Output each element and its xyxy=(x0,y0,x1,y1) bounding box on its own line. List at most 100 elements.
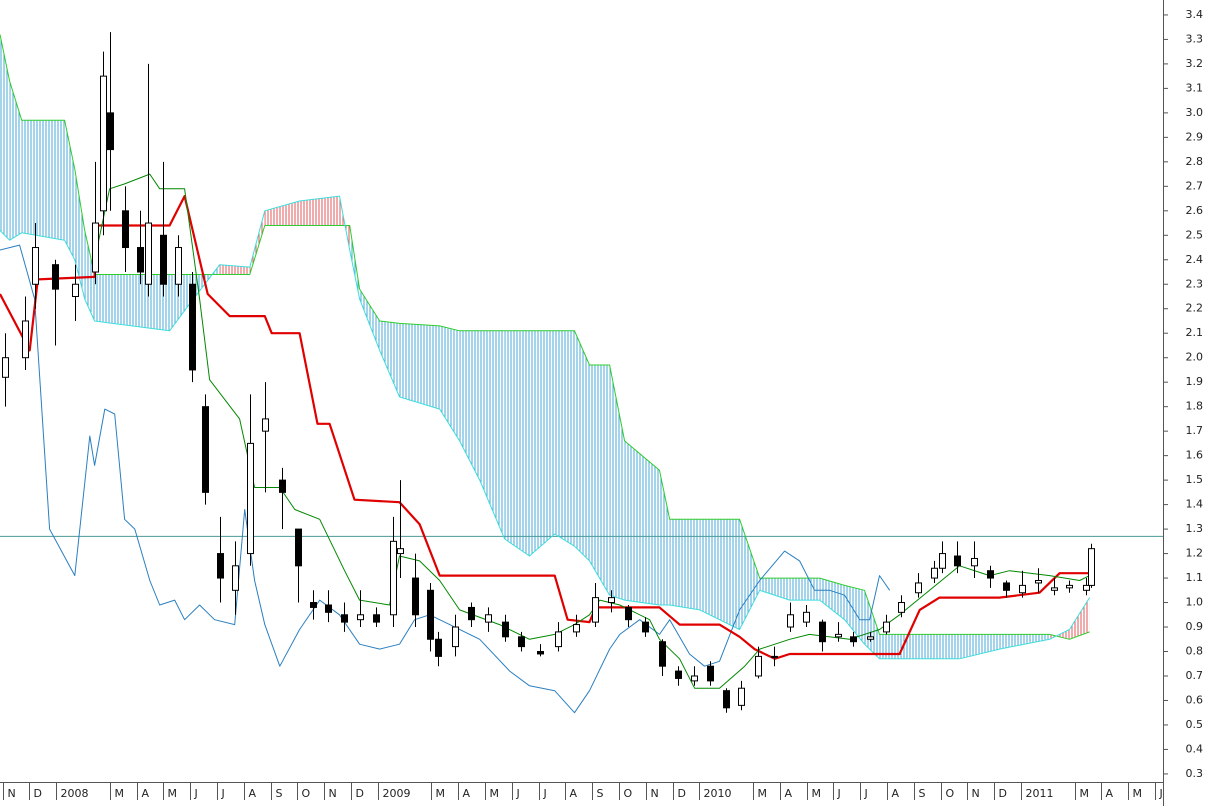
cloud-segment xyxy=(299,196,340,226)
candle-body xyxy=(295,528,302,567)
cloud-segment xyxy=(504,330,530,557)
x-tick-label: D xyxy=(356,787,364,800)
candle-body xyxy=(675,670,682,679)
cloud-segment xyxy=(999,634,1050,650)
x-tick-label: J xyxy=(1159,787,1163,800)
candle-body xyxy=(435,638,442,657)
candle-body xyxy=(202,406,209,493)
y-tick-label: 1.0 xyxy=(1186,596,1204,609)
candle-body xyxy=(867,636,874,640)
x-tick-label: M xyxy=(490,787,500,800)
candle-body xyxy=(931,567,938,579)
candle-body xyxy=(189,283,196,371)
x-tick-label: M xyxy=(758,787,768,800)
candle-body xyxy=(771,655,778,658)
x-tick-label: M xyxy=(1133,787,1143,800)
candle-body xyxy=(787,614,794,628)
cloud-segment xyxy=(379,320,400,397)
cloud-segment xyxy=(74,169,85,299)
candle-body xyxy=(232,565,239,591)
candle-body xyxy=(145,222,152,285)
candle-body xyxy=(468,606,475,621)
candle-body xyxy=(850,636,857,643)
cloud-segment xyxy=(879,634,960,659)
candle-body xyxy=(92,222,99,273)
candle-body xyxy=(160,234,167,285)
candle-body xyxy=(971,557,978,567)
cloud-segment xyxy=(589,365,610,596)
candle-body xyxy=(835,633,842,638)
y-tick-label: 0.6 xyxy=(1186,693,1204,706)
x-tick-label: J xyxy=(221,787,225,800)
y-tick-label: 2.9 xyxy=(1186,130,1204,143)
x-tick-label: 2010 xyxy=(704,787,732,800)
x-tick-label: 2011 xyxy=(1026,787,1054,800)
y-tick-label: 0.8 xyxy=(1186,645,1204,658)
candle-body xyxy=(755,655,762,677)
x-tick-label: D xyxy=(678,787,686,800)
x-tick-label: N xyxy=(651,787,659,800)
y-tick-label: 2.3 xyxy=(1186,277,1204,290)
x-tick-label: J xyxy=(543,787,547,800)
candle-body xyxy=(107,112,114,151)
candle-body xyxy=(803,611,810,623)
x-tick-label: M xyxy=(1080,787,1090,800)
candle-body xyxy=(310,602,317,608)
candle-body xyxy=(122,210,129,249)
cloud-segment xyxy=(819,578,845,620)
y-tick-label: 2.7 xyxy=(1186,179,1204,192)
x-tick-label: 2008 xyxy=(61,787,89,800)
x-tick-label: O xyxy=(946,787,955,800)
x-tick-label: J xyxy=(864,787,868,800)
candle-body xyxy=(1003,582,1010,591)
candle-body xyxy=(341,614,348,623)
y-tick-label: 2.4 xyxy=(1186,253,1204,266)
x-tick-label: N xyxy=(972,787,980,800)
cloud-segment xyxy=(554,330,575,547)
x-tick-label: M xyxy=(115,787,125,800)
x-tick-label: D xyxy=(999,787,1007,800)
y-tick-label: 0.5 xyxy=(1186,718,1204,731)
candle-body xyxy=(659,641,666,667)
cloud-segment xyxy=(574,330,590,561)
candle-body xyxy=(1051,587,1058,591)
x-tick-label: S xyxy=(276,787,283,800)
candle-body xyxy=(137,247,144,273)
cloud-segment xyxy=(94,274,170,331)
y-tick-label: 1.2 xyxy=(1186,547,1204,560)
candle-body xyxy=(485,614,492,623)
cloud-segment xyxy=(264,201,300,226)
candle-body xyxy=(397,548,404,555)
candle-body xyxy=(100,75,107,212)
candle-body xyxy=(555,631,562,648)
y-tick-label: 1.6 xyxy=(1186,449,1204,462)
y-tick-label: 2.6 xyxy=(1186,204,1204,217)
x-tick-label: 2009 xyxy=(383,787,411,800)
cloud-segment xyxy=(844,585,865,645)
cloud-segment xyxy=(669,519,700,610)
cloud-segment xyxy=(399,323,440,410)
y-tick-label: 1.8 xyxy=(1186,400,1204,413)
candle-body xyxy=(175,247,182,285)
y-tick-label: 1.5 xyxy=(1186,473,1204,486)
candle-body xyxy=(939,553,946,569)
x-tick-label: J xyxy=(516,787,520,800)
candles xyxy=(2,32,1095,713)
candle-body xyxy=(592,597,599,623)
candle-body xyxy=(279,479,286,493)
cloud-segment xyxy=(21,120,65,241)
candle-body xyxy=(691,675,698,682)
x-tick-label: N xyxy=(329,787,337,800)
candle-body xyxy=(427,589,434,640)
y-tick-label: 3.0 xyxy=(1186,106,1204,119)
x-tick-label: N xyxy=(8,787,16,800)
candle-body xyxy=(390,540,397,616)
candle-body xyxy=(247,442,254,555)
cloud-segment xyxy=(699,519,740,630)
candle-body xyxy=(1083,584,1090,591)
y-tick-label: 2.5 xyxy=(1186,228,1204,241)
y-tick-label: 1.4 xyxy=(1186,498,1204,511)
x-tick-label: A xyxy=(892,787,900,800)
candle-body xyxy=(915,582,922,594)
